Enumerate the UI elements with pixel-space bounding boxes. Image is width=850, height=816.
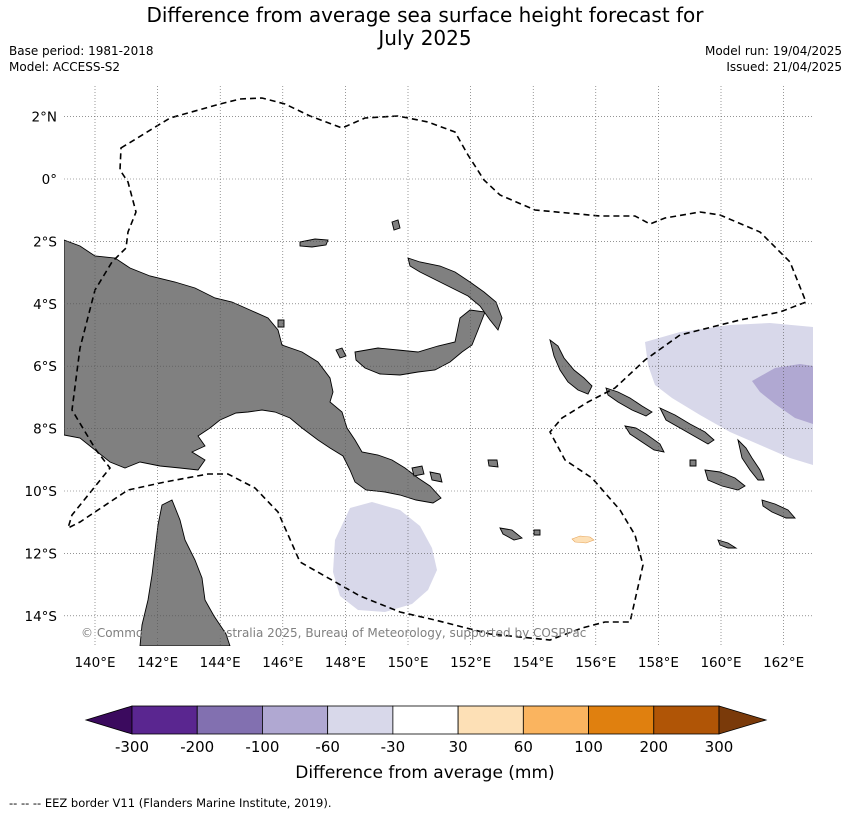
graticule xyxy=(64,86,813,646)
colorbar-segment xyxy=(653,705,720,735)
colorbar-tick-label: 300 xyxy=(705,738,734,756)
colorbar-tick-label: 30 xyxy=(449,738,468,756)
land-small-islet-5 xyxy=(689,459,697,467)
lat-label: 12°S xyxy=(25,546,58,562)
lon-label: 158°E xyxy=(638,655,679,671)
land-new-guinea xyxy=(64,239,442,504)
lat-label: 8°S xyxy=(33,422,57,438)
colorbar-tick-label: -200 xyxy=(180,738,214,756)
lon-label: 154°E xyxy=(513,655,554,671)
land-small-islet-4 xyxy=(533,529,541,536)
land-rennell xyxy=(717,539,738,549)
lon-label: 160°E xyxy=(700,655,741,671)
lon-label: 146°E xyxy=(262,655,303,671)
anomaly-region-east-light xyxy=(645,323,813,465)
issued-date: Issued: 21/04/2025 xyxy=(726,60,842,74)
land-small-islet-3 xyxy=(277,319,285,328)
land-bougainville xyxy=(549,338,593,395)
colorbar-tick-label: 200 xyxy=(639,738,668,756)
land-louisiade-1 xyxy=(487,459,499,468)
land-dentrecasteaux-1 xyxy=(411,465,425,477)
meta-left: Base period: 1981-2018 Model: ACCESS-S2 xyxy=(9,43,154,75)
lon-label: 144°E xyxy=(200,655,241,671)
base-period: Base period: 1981-2018 xyxy=(9,44,154,58)
land-new-ireland xyxy=(407,257,503,331)
lat-label: 14°S xyxy=(25,609,58,625)
map-area xyxy=(64,97,813,646)
colorbar-segment xyxy=(457,705,524,735)
colorbar-segment xyxy=(262,705,329,735)
land-manus xyxy=(299,238,329,248)
land-makira xyxy=(761,499,796,519)
title-line-1: Difference from average sea surface heig… xyxy=(146,3,704,27)
lat-label: 4°S xyxy=(33,297,57,313)
meta-right: Model run: 19/04/2025 Issued: 21/04/2025 xyxy=(705,43,842,75)
land-small-islet-1 xyxy=(391,219,401,231)
colorbar: -300 -200 -100 -60 -30 30 60 100 200 300 xyxy=(84,705,768,756)
colorbar-tick-label: -30 xyxy=(381,738,406,756)
land-cape-york xyxy=(139,499,231,646)
model-name: Model: ACCESS-S2 xyxy=(9,60,121,74)
colorbar-segment xyxy=(131,705,198,735)
land-new-britain xyxy=(354,309,486,376)
land-masses xyxy=(64,219,796,646)
lon-label: 152°E xyxy=(450,655,491,671)
lat-label: 10°S xyxy=(25,484,58,500)
land-choiseul xyxy=(605,387,653,417)
colorbar-extend-high xyxy=(718,705,768,735)
land-guadalcanal xyxy=(704,469,746,491)
lon-label: 150°E xyxy=(387,655,428,671)
copyright-watermark: © Commonwealth of Australia 2025, Bureau… xyxy=(81,626,586,640)
colorbar-label: Difference from average (mm) xyxy=(295,763,554,783)
anomaly-region-small-warm xyxy=(571,535,595,544)
anomaly-region-east-mid xyxy=(752,364,813,424)
lat-label: 0° xyxy=(42,172,57,188)
colorbar-tick-label: -300 xyxy=(115,738,149,756)
colorbar-segment xyxy=(588,705,655,735)
model-run: Model run: 19/04/2025 xyxy=(704,44,842,58)
land-new-georgia xyxy=(624,425,665,453)
lon-label: 142°E xyxy=(137,655,178,671)
land-malaita xyxy=(737,438,765,481)
lat-label: 6°S xyxy=(33,359,57,375)
lat-label: 2°S xyxy=(33,234,57,250)
lon-label: 140°E xyxy=(74,655,115,671)
eez-footnote: -- -- -- EEZ border V11 (Flanders Marine… xyxy=(9,796,332,810)
eez-border xyxy=(66,97,808,641)
colorbar-tick-label: -100 xyxy=(245,738,279,756)
title-line-2: July 2025 xyxy=(378,26,472,50)
lon-label: 162°E xyxy=(763,655,804,671)
colorbar-segment xyxy=(327,705,394,735)
colorbar-tick-label: 100 xyxy=(574,738,603,756)
anomaly-region-south-light xyxy=(333,502,437,612)
colorbar-segment xyxy=(392,705,459,735)
axis-labels: 2°N 0° 2°S 4°S 6°S 8°S 10°S 12°S 14°S 140°E 142°E 1… xyxy=(25,110,805,671)
map-title: Difference from average sea surface heig… xyxy=(0,4,850,50)
land-dentrecasteaux-2 xyxy=(429,471,443,483)
colorbar-segment xyxy=(522,705,589,735)
land-small-islet-2 xyxy=(335,347,347,359)
colorbar-tick-label: -60 xyxy=(315,738,340,756)
colorbar-segment xyxy=(196,705,263,735)
land-louisiade-2 xyxy=(499,527,523,541)
lat-label: 2°N xyxy=(32,110,57,126)
lon-label: 148°E xyxy=(325,655,366,671)
land-santa-isabel xyxy=(659,407,715,445)
lon-label: 156°E xyxy=(575,655,616,671)
colorbar-extend-low xyxy=(84,705,133,735)
colorbar-tick-label: 60 xyxy=(514,738,533,756)
